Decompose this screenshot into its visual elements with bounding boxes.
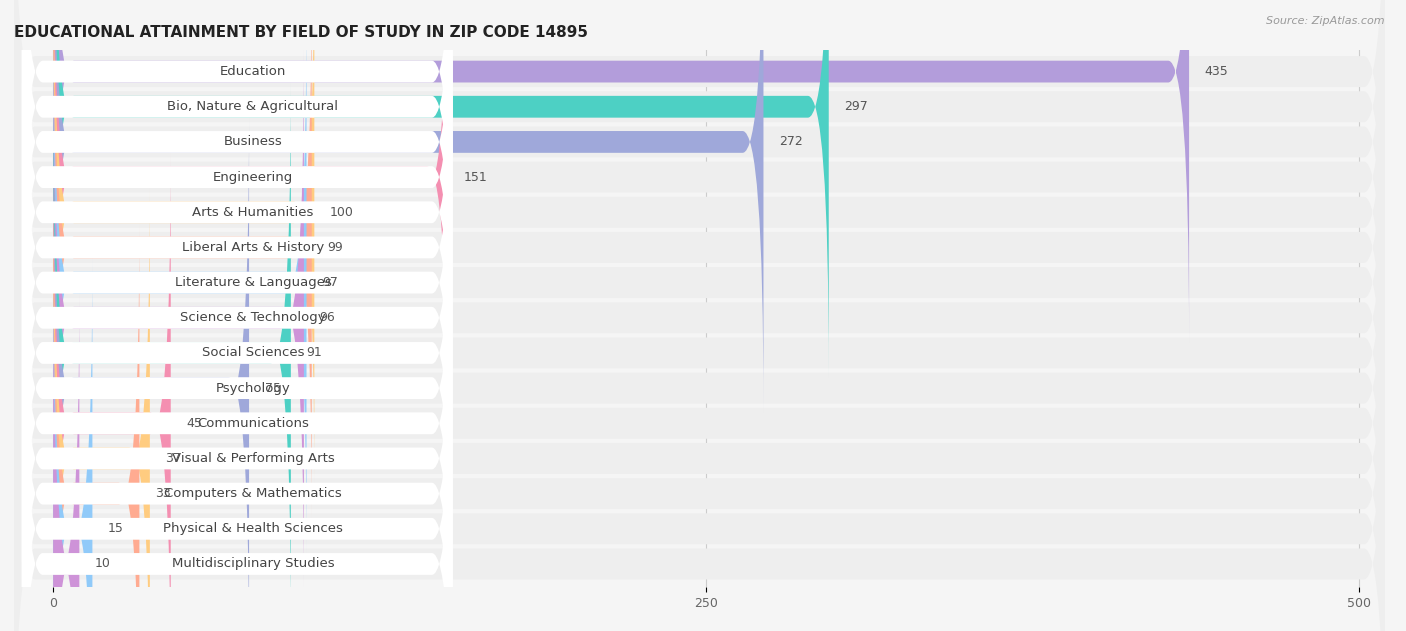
Text: Physical & Health Sciences: Physical & Health Sciences — [163, 522, 343, 535]
Text: Liberal Arts & History: Liberal Arts & History — [181, 241, 325, 254]
FancyBboxPatch shape — [22, 117, 453, 631]
FancyBboxPatch shape — [53, 83, 291, 623]
Text: EDUCATIONAL ATTAINMENT BY FIELD OF STUDY IN ZIP CODE 14895: EDUCATIONAL ATTAINMENT BY FIELD OF STUDY… — [14, 25, 588, 40]
FancyBboxPatch shape — [53, 47, 304, 588]
Text: 97: 97 — [322, 276, 337, 289]
FancyBboxPatch shape — [14, 0, 1385, 338]
FancyBboxPatch shape — [14, 298, 1385, 631]
FancyBboxPatch shape — [14, 263, 1385, 631]
FancyBboxPatch shape — [22, 188, 453, 631]
FancyBboxPatch shape — [53, 0, 447, 447]
FancyBboxPatch shape — [22, 0, 453, 413]
Text: Literature & Languages: Literature & Languages — [174, 276, 332, 289]
FancyBboxPatch shape — [53, 0, 763, 413]
Text: 75: 75 — [264, 382, 281, 394]
FancyBboxPatch shape — [22, 153, 453, 631]
FancyBboxPatch shape — [22, 0, 453, 483]
FancyBboxPatch shape — [22, 12, 453, 553]
Text: 45: 45 — [187, 417, 202, 430]
FancyBboxPatch shape — [14, 0, 1385, 443]
FancyBboxPatch shape — [53, 153, 170, 631]
FancyBboxPatch shape — [22, 47, 453, 588]
Text: 96: 96 — [319, 311, 335, 324]
Text: Bio, Nature & Agricultural: Bio, Nature & Agricultural — [167, 100, 339, 113]
FancyBboxPatch shape — [53, 12, 307, 553]
FancyBboxPatch shape — [53, 223, 139, 631]
Text: 15: 15 — [108, 522, 124, 535]
FancyBboxPatch shape — [22, 0, 453, 518]
FancyBboxPatch shape — [14, 0, 1385, 478]
FancyBboxPatch shape — [22, 83, 453, 623]
Text: Visual & Performing Arts: Visual & Performing Arts — [172, 452, 335, 465]
FancyBboxPatch shape — [22, 0, 453, 342]
Text: Multidisciplinary Studies: Multidisciplinary Studies — [172, 557, 335, 570]
Text: 99: 99 — [328, 241, 343, 254]
Text: 151: 151 — [463, 170, 486, 184]
Text: Arts & Humanities: Arts & Humanities — [193, 206, 314, 219]
FancyBboxPatch shape — [22, 0, 453, 447]
FancyBboxPatch shape — [53, 0, 315, 483]
Text: 435: 435 — [1205, 65, 1229, 78]
Text: Education: Education — [219, 65, 287, 78]
FancyBboxPatch shape — [53, 0, 312, 518]
Text: 33: 33 — [155, 487, 170, 500]
FancyBboxPatch shape — [14, 0, 1385, 514]
Text: 91: 91 — [307, 346, 322, 360]
Text: Social Sciences: Social Sciences — [201, 346, 304, 360]
FancyBboxPatch shape — [14, 228, 1385, 631]
Text: Business: Business — [224, 136, 283, 148]
FancyBboxPatch shape — [14, 157, 1385, 631]
Text: 297: 297 — [845, 100, 868, 113]
Text: Source: ZipAtlas.com: Source: ZipAtlas.com — [1267, 16, 1385, 26]
FancyBboxPatch shape — [14, 52, 1385, 584]
Text: Communications: Communications — [197, 417, 309, 430]
FancyBboxPatch shape — [22, 258, 453, 631]
Text: 37: 37 — [166, 452, 181, 465]
FancyBboxPatch shape — [14, 16, 1385, 548]
FancyBboxPatch shape — [53, 258, 93, 631]
Text: 272: 272 — [779, 136, 803, 148]
FancyBboxPatch shape — [22, 0, 453, 377]
FancyBboxPatch shape — [14, 0, 1385, 408]
Text: 100: 100 — [330, 206, 354, 219]
FancyBboxPatch shape — [22, 293, 453, 631]
FancyBboxPatch shape — [14, 192, 1385, 631]
FancyBboxPatch shape — [53, 188, 150, 631]
FancyBboxPatch shape — [14, 87, 1385, 619]
Text: Engineering: Engineering — [212, 170, 292, 184]
FancyBboxPatch shape — [22, 223, 453, 631]
FancyBboxPatch shape — [53, 0, 828, 377]
Text: Computers & Mathematics: Computers & Mathematics — [165, 487, 342, 500]
Text: Science & Technology: Science & Technology — [180, 311, 326, 324]
FancyBboxPatch shape — [53, 0, 1189, 342]
Text: 10: 10 — [96, 557, 111, 570]
FancyBboxPatch shape — [53, 293, 79, 631]
FancyBboxPatch shape — [14, 0, 1385, 373]
Text: Psychology: Psychology — [215, 382, 291, 394]
FancyBboxPatch shape — [14, 122, 1385, 631]
FancyBboxPatch shape — [53, 117, 249, 631]
